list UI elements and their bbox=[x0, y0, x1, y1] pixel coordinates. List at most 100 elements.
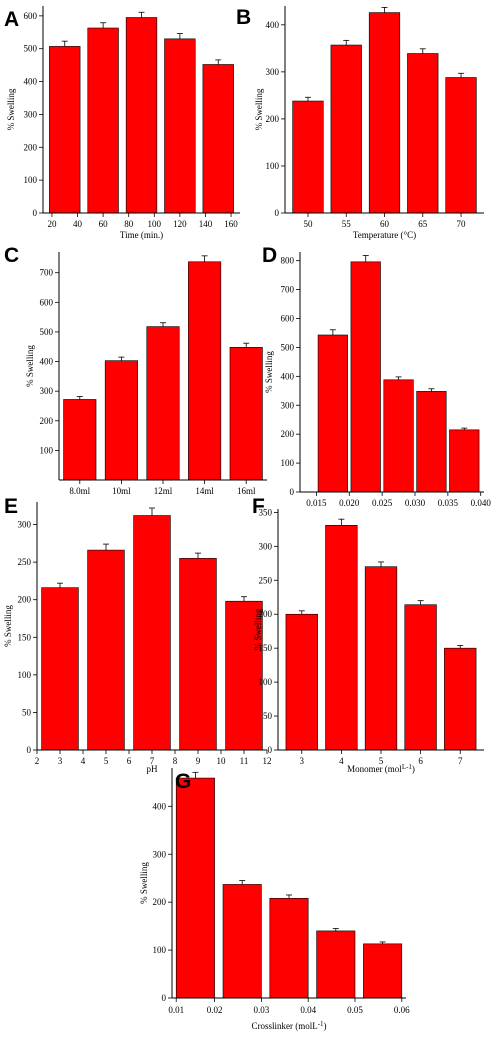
panel-f-xtick-label-3: 6 bbox=[418, 756, 423, 766]
panel-f-letter: F bbox=[252, 495, 265, 518]
panel-c-ylabel: % Swelling bbox=[25, 345, 35, 387]
panel-d-bar-2 bbox=[350, 261, 381, 493]
panel-e-xtick-label-2: 4 bbox=[81, 756, 86, 766]
panel-c-ytick-label-4: 500 bbox=[40, 327, 54, 337]
panel-g-xtick-label-0: 0.01 bbox=[168, 1005, 184, 1015]
panel-f-ylabel: % Swelling bbox=[253, 608, 263, 650]
panel-f-xtick-label-4: 7 bbox=[458, 756, 463, 766]
panel-g-ytick-label-2: 200 bbox=[153, 897, 167, 907]
panel-b-ytick-label-2: 200 bbox=[266, 114, 280, 124]
panel-b-xtick-label-0: 50 bbox=[303, 219, 313, 229]
panel-d-ytick-label-6: 600 bbox=[281, 314, 295, 324]
panel-g-bar-3 bbox=[269, 898, 309, 999]
panel-a-ytick-label-1: 100 bbox=[24, 175, 38, 185]
panel-f-ytick-label-5: 250 bbox=[259, 575, 273, 585]
panel-g-bar-2 bbox=[222, 884, 262, 999]
panel-f-bar-5 bbox=[444, 647, 477, 751]
panel-g-xtick-label-2: 0.03 bbox=[254, 1005, 270, 1015]
panel-f-xlabel-end: ) bbox=[412, 764, 415, 774]
panel-e-xtick-label-5: 7 bbox=[150, 756, 155, 766]
panel-d-ytick-label-8: 800 bbox=[281, 256, 295, 266]
panel-f-xlabel: Monomer (molL-1) bbox=[347, 763, 415, 774]
panel-e-xtick-label-1: 3 bbox=[58, 756, 63, 766]
panel-g-bar-4 bbox=[316, 930, 356, 999]
panel-b-xtick-label-4: 70 bbox=[457, 219, 467, 229]
panel-e-xtick-label-7: 9 bbox=[196, 756, 201, 766]
panel-e-ylabel: % Swelling bbox=[3, 605, 13, 647]
panel-b-ytick-label-3: 300 bbox=[266, 67, 280, 77]
panel-d-xtick-label-0: 0.015 bbox=[306, 498, 327, 508]
panel-g-ylabel: % Swelling bbox=[139, 862, 149, 904]
panel-e-bar-2 bbox=[87, 549, 125, 751]
panel-b-bar-4 bbox=[407, 53, 439, 214]
panel-g-ytick-label-4: 400 bbox=[153, 801, 167, 811]
panel-c-ytick-label-5: 600 bbox=[40, 297, 54, 307]
panel-g-ytick-label-0: 0 bbox=[162, 993, 167, 1003]
panel-a-xtick-label-5: 120 bbox=[173, 219, 187, 229]
panel-a-ytick-label-2: 200 bbox=[24, 142, 38, 152]
panel-d-ytick-label-3: 300 bbox=[281, 400, 295, 410]
panel-c-bar-1 bbox=[63, 399, 97, 481]
panel-g-ytick-label-1: 100 bbox=[153, 945, 167, 955]
panel-e-bar-3 bbox=[133, 515, 171, 751]
panel-f-bar-4 bbox=[404, 604, 437, 751]
panel-c: 100 200 300 400 500 600 700 8.0ml 10ml 12ml 14ml 16… bbox=[4, 244, 267, 496]
panel-a-xtick-label-2: 60 bbox=[99, 219, 109, 229]
panel-b-ylabel: % Swelling bbox=[254, 88, 264, 130]
panel-a-ytick-label-3: 300 bbox=[24, 109, 38, 119]
panel-d-ytick-label-5: 500 bbox=[281, 342, 295, 352]
panel-d-xtick-label-4: 0.035 bbox=[438, 498, 459, 508]
panel-c-bar-3 bbox=[146, 326, 180, 481]
panel-c-ytick-label-0: 100 bbox=[40, 445, 54, 455]
panel-c-bar-2 bbox=[104, 360, 138, 481]
panel-c-xtick-label-2: 12ml bbox=[154, 486, 173, 496]
panel-d-bar-3 bbox=[383, 379, 414, 493]
panel-f-xtick-label-2: 5 bbox=[379, 756, 384, 766]
panel-g-ytick-label-3: 300 bbox=[153, 849, 167, 859]
panel-b-xtick-label-2: 60 bbox=[380, 219, 390, 229]
panel-b-bar-1 bbox=[292, 100, 324, 214]
panel-e-ytick-label-5: 250 bbox=[18, 557, 32, 567]
panel-b-bar-5 bbox=[445, 77, 477, 214]
panel-e-letter: E bbox=[4, 495, 18, 518]
panel-c-letter: C bbox=[4, 244, 19, 267]
panel-b-ytick-label-1: 100 bbox=[266, 161, 280, 171]
panel-e-ytick-label-1: 50 bbox=[22, 707, 32, 717]
panel-e-ytick-label-3: 150 bbox=[18, 632, 32, 642]
panel-g-xtick-label-1: 0.02 bbox=[207, 1005, 223, 1015]
panel-e-xtick-label-6: 8 bbox=[173, 756, 178, 766]
panel-f-ytick-label-7: 350 bbox=[259, 507, 273, 517]
panel-e-xtick-label-3: 5 bbox=[104, 756, 109, 766]
panel-b-bar-2 bbox=[330, 44, 362, 214]
panel-g-xtick-label-5: 0.06 bbox=[394, 1005, 410, 1015]
panel-g-letter: G bbox=[175, 770, 191, 793]
panel-f-xtick-label-1: 4 bbox=[339, 756, 344, 766]
panel-c-xtick-label-4: 16ml bbox=[237, 486, 256, 496]
panel-a-ytick-label-0: 0 bbox=[33, 208, 38, 218]
panel-e-ytick-label-2: 100 bbox=[18, 670, 32, 680]
panel-b-bar-3 bbox=[368, 12, 401, 214]
panel-d-bar-5 bbox=[449, 429, 480, 493]
panel-c-bar-4 bbox=[188, 261, 222, 481]
panel-b-letter: B bbox=[236, 6, 251, 29]
panel-d-ytick-label-1: 100 bbox=[281, 458, 295, 468]
panel-b-xtick-label-3: 65 bbox=[418, 219, 428, 229]
panel-a-letter: A bbox=[4, 8, 19, 31]
panel-e-bar-5 bbox=[225, 600, 263, 751]
panel-d-xtick-label-1: 0.020 bbox=[339, 498, 360, 508]
panel-a-ytick-label-6: 600 bbox=[24, 11, 38, 21]
panel-f: 0 50 100 150 200 250 300 350 3 4 5 6 7 % Swelling Mono… bbox=[252, 495, 484, 774]
panel-f-ytick-label-6: 300 bbox=[259, 541, 273, 551]
panel-a-bar-3 bbox=[125, 17, 158, 214]
panel-b: 0 100 200 300 400 50 55 60 65 70 % Swelling Tempera… bbox=[236, 6, 484, 240]
panel-a-ytick-label-5: 500 bbox=[24, 44, 38, 54]
panel-e-ytick-label-6: 300 bbox=[18, 520, 32, 530]
panel-a-bar-1 bbox=[49, 46, 81, 214]
panel-d: 0 100 200 300 400 500 600 700 800 0.015 0.020 0.025… bbox=[262, 244, 491, 508]
panel-f-xlabel-sup: L-1 bbox=[402, 763, 413, 771]
panel-g-xlabel-end: ) bbox=[324, 1021, 327, 1031]
panel-a: 0 100 200 300 400 500 600 20 40 60 80 100 120 140 160%… bbox=[4, 6, 240, 240]
panel-c-ytick-label-2: 300 bbox=[40, 386, 54, 396]
panel-c-xtick-label-3: 14ml bbox=[195, 486, 214, 496]
